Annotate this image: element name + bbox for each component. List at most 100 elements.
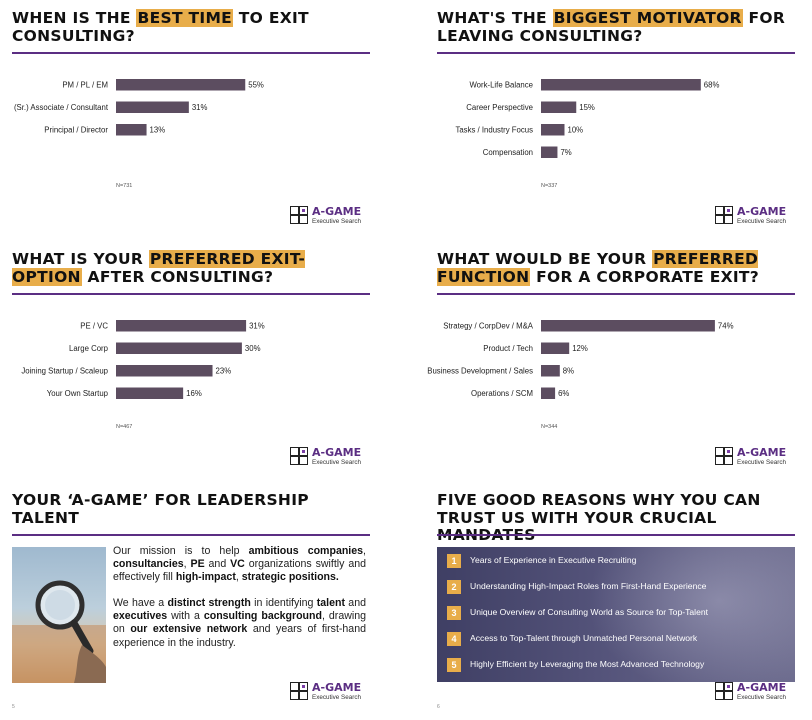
- mission-paragraph-1: Our mission is to help ambitious compani…: [113, 545, 366, 584]
- value-label: 31%: [249, 322, 265, 331]
- magnifying-glass-icon: [12, 580, 106, 683]
- bar: [116, 365, 213, 377]
- emphasis-text: our extensive network: [130, 623, 248, 636]
- bar: [541, 387, 556, 399]
- category-label: Product / Tech: [483, 344, 533, 353]
- logo-tagline: Executive Search: [737, 218, 787, 225]
- title-rule: [437, 534, 795, 536]
- bar-chart: Work-Life Balance 68% Career Perspective 15…: [455, 79, 719, 158]
- sample-size: N=344: [541, 424, 558, 430]
- bar: [116, 124, 147, 136]
- logo-brand: A-GAME: [737, 681, 787, 694]
- bar: [541, 365, 560, 377]
- panel-title: WHEN IS THE BEST TIME TO EXIT CONSULTING…: [12, 9, 309, 45]
- bar-chart: Strategy / CorpDev / M&A 74% Product / Tec…: [427, 320, 734, 399]
- value-label: 10%: [568, 126, 584, 135]
- emphasis-text: strategic positions.: [241, 571, 339, 584]
- chess-background-image: [587, 547, 795, 682]
- value-label: 13%: [150, 126, 166, 135]
- logo-mark-icon: [290, 447, 308, 465]
- reason-number: 5: [447, 658, 461, 672]
- reason-text: Access to Top-Talent through Unmatched P…: [470, 633, 698, 643]
- title-rule: [12, 534, 370, 536]
- reason-text: Highly Efficient by Leveraging the Most …: [470, 659, 705, 669]
- emphasis-text: talent: [316, 597, 345, 610]
- bar: [541, 320, 715, 332]
- bar: [541, 124, 565, 136]
- title-highlight: BIGGEST MOTIVATOR: [552, 9, 743, 27]
- a-game-logo: A-GAME Executive Search: [290, 206, 370, 228]
- logo-tagline: Executive Search: [737, 694, 787, 701]
- category-label: Compensation: [483, 148, 533, 157]
- title-highlight: BEST TIME: [136, 9, 234, 27]
- value-label: 15%: [579, 103, 595, 112]
- body-text: , drawing on: [113, 610, 366, 636]
- sample-size: N=731: [116, 183, 133, 189]
- value-label: 74%: [718, 322, 734, 331]
- body-text: with a: [167, 610, 204, 623]
- reason-item: 1 Years of Experience in Executive Recru…: [447, 554, 792, 568]
- reason-text: Understanding High-Impact Roles from Fir…: [470, 581, 707, 591]
- survey-panel-motivator: WHAT'S THE BIGGEST MOTIVATOR FOR LEAVING…: [437, 9, 803, 240]
- body-text: We have a: [113, 597, 168, 610]
- logo-mark-icon: [715, 447, 733, 465]
- logo-brand: A-GAME: [737, 205, 787, 218]
- bar: [116, 101, 189, 113]
- body-text: and years of first-hand experience in th…: [113, 623, 366, 649]
- body-text: Our mission is to help: [113, 545, 249, 557]
- reason-number: 2: [447, 580, 461, 594]
- sample-size: N=337: [541, 183, 558, 189]
- value-label: 30%: [245, 344, 261, 353]
- reason-number: 1: [447, 554, 461, 568]
- bar: [116, 79, 246, 91]
- value-label: 55%: [248, 81, 264, 90]
- page-number: 5: [12, 704, 15, 710]
- logo-brand: A-GAME: [312, 446, 362, 459]
- survey-panel-best-time: WHEN IS THE BEST TIME TO EXIT CONSULTING…: [12, 9, 378, 240]
- a-game-logo: A-GAME Executive Search: [715, 206, 795, 228]
- body-text: and: [345, 597, 366, 610]
- title-rule: [437, 52, 795, 54]
- magnifying-glass-photo: [12, 547, 106, 683]
- category-label: Business Development / Sales: [427, 367, 533, 376]
- logo-tagline: Executive Search: [737, 459, 787, 466]
- page-number: 6: [437, 704, 440, 710]
- category-label: Tasks / Industry Focus: [455, 126, 533, 135]
- bar: [541, 79, 701, 91]
- panel-title: WHAT WOULD BE YOUR PREFERRED FUNCTION FO…: [437, 250, 760, 286]
- emphasis-text: consulting background: [203, 610, 322, 623]
- body-text: ,: [363, 545, 366, 557]
- logo-tagline: Executive Search: [312, 459, 362, 466]
- a-game-logo: A-GAME Executive Search: [290, 682, 370, 704]
- emphasis-text: ambitious companies: [248, 545, 364, 557]
- logo-tagline: Executive Search: [312, 218, 362, 225]
- body-text: ,: [183, 558, 191, 571]
- bar: [116, 320, 247, 332]
- emphasis-text: VC: [230, 558, 245, 571]
- value-label: 12%: [572, 344, 588, 353]
- bar: [116, 387, 184, 399]
- bar: [116, 342, 242, 354]
- body-text: and: [204, 558, 231, 571]
- mission-title: YOUR ‘A-GAME’ FOR LEADERSHIP TALENT: [12, 491, 309, 527]
- body-text: in identifying: [250, 597, 317, 610]
- value-label: 7%: [560, 148, 571, 157]
- title-rule: [12, 52, 370, 54]
- logo-brand: A-GAME: [312, 205, 362, 218]
- survey-panel-exit-option: WHAT IS YOUR PREFERRED EXIT-OPTION AFTER…: [12, 250, 378, 481]
- logo-mark-icon: [715, 682, 733, 700]
- emphasis-text: executives: [113, 610, 168, 623]
- category-label: Work-Life Balance: [469, 81, 533, 90]
- bar: [541, 342, 570, 354]
- panel-title: WHAT'S THE BIGGEST MOTIVATOR FOR LEAVING…: [437, 9, 786, 45]
- category-label: PE / VC: [80, 322, 108, 331]
- value-label: 23%: [216, 367, 232, 376]
- category-label: Principal / Director: [44, 126, 108, 135]
- reason-number: 4: [447, 632, 461, 646]
- title-rule: [437, 293, 795, 295]
- reasons-panel: FIVE GOOD REASONS WHY YOU CAN TRUST US W…: [437, 491, 803, 716]
- category-label: Operations / SCM: [471, 389, 533, 398]
- panel-title: WHAT IS YOUR PREFERRED EXIT-OPTION AFTER…: [12, 250, 306, 286]
- body-text: ,: [235, 571, 242, 584]
- category-label: Your Own Startup: [47, 389, 109, 398]
